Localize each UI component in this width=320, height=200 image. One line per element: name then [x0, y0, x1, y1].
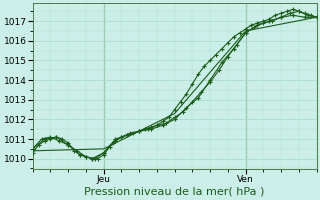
X-axis label: Pression niveau de la mer( hPa ): Pression niveau de la mer( hPa ): [84, 187, 265, 197]
